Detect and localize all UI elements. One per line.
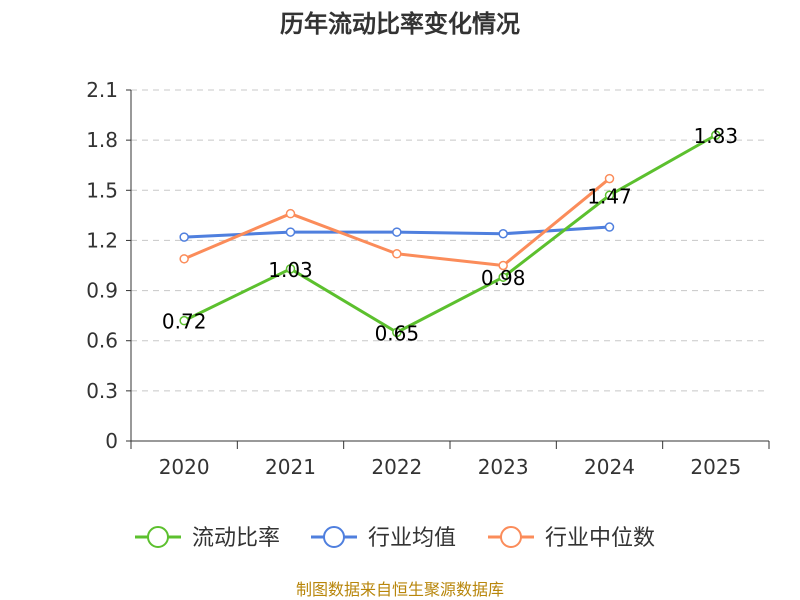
data-label: 1.03 — [268, 258, 313, 282]
data-point — [179, 315, 189, 326]
data-label: 1.83 — [694, 124, 739, 148]
y-tick-label: 1.5 — [86, 178, 118, 202]
data-point — [392, 327, 402, 338]
legend: 流动比率 行业均值 行业中位数 — [135, 526, 655, 551]
x-axis: 2020 2021 2022 2023 2024 2025 — [130, 440, 770, 479]
data-point — [498, 228, 508, 239]
data-point — [392, 227, 402, 237]
y-axis: 0 0.3 0.6 0.9 1.2 1.5 1.8 2.1 — [86, 78, 132, 453]
x-tick-label: 2021 — [265, 455, 316, 479]
legend-marker — [323, 526, 345, 548]
y-tick-label: 0 — [105, 429, 118, 453]
x-tick-label: 2025 — [690, 455, 741, 479]
y-tick-label: 2.1 — [86, 78, 118, 102]
data-point — [179, 254, 189, 264]
x-tick-label: 2024 — [584, 455, 635, 479]
legend-marker — [147, 526, 169, 548]
data-label: 1.47 — [587, 184, 632, 208]
legend-marker — [500, 526, 522, 548]
legend-item-3: 行业中位数 — [488, 526, 655, 551]
y-tick-label: 0.9 — [86, 279, 118, 303]
legend-label: 行业均值 — [368, 526, 456, 551]
x-tick-label: 2022 — [371, 455, 422, 479]
legend-label: 行业中位数 — [545, 526, 655, 551]
series-line-1 — [183, 133, 717, 334]
data-point — [604, 173, 615, 184]
series-group — [179, 130, 721, 338]
data-label: 0.98 — [481, 266, 526, 290]
y-tick-label: 1.2 — [86, 228, 118, 252]
chart-title: 历年流动比率变化情况 — [280, 10, 520, 38]
data-point — [179, 232, 189, 242]
data-point — [498, 272, 508, 282]
x-tick-label: 2023 — [478, 455, 529, 479]
data-point — [392, 249, 402, 259]
data-point — [285, 264, 296, 274]
data-point — [604, 190, 615, 201]
gridlines — [131, 89, 769, 392]
legend-label: 流动比率 — [192, 526, 280, 551]
legend-item-1: 流动比率 — [135, 526, 280, 551]
data-label: 0.72 — [162, 310, 207, 334]
y-tick-label: 1.8 — [86, 128, 118, 152]
data-point — [711, 130, 721, 140]
source-note: 制图数据来自恒生聚源数据库 — [296, 580, 504, 599]
y-tick-label: 0.3 — [86, 379, 118, 403]
y-tick-label: 0.6 — [86, 329, 118, 353]
data-point — [498, 260, 508, 271]
x-tick-label: 2020 — [159, 455, 210, 479]
legend-item-2: 行业均值 — [311, 526, 456, 551]
data-point — [285, 227, 296, 237]
data-point — [285, 208, 296, 219]
data-point — [604, 222, 615, 232]
data-labels: 0.72 1.03 0.65 0.98 1.47 1.83 — [162, 124, 738, 345]
data-label: 0.65 — [375, 321, 420, 345]
